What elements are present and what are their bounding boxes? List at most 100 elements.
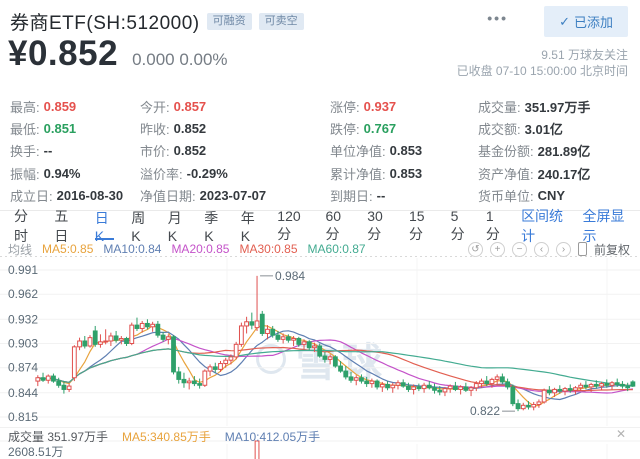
ma-legend-prefix: 均线 (8, 242, 33, 257)
stat-label: 单位净值: (330, 144, 386, 160)
svg-text:0.815: 0.815 (8, 410, 38, 424)
stat-label: 货币单位: (478, 189, 534, 205)
close-volume-pane-icon[interactable]: ✕ (615, 427, 626, 441)
stat-label: 换手: (10, 144, 40, 160)
stat-cell: 今开: 0.857 (140, 95, 330, 117)
stat-label: 基金份额: (478, 144, 534, 160)
title-row: 券商ETF(SH:512000) 可融资 可卖空 (10, 8, 304, 35)
stat-cell: 成交额: 3.01亿 (478, 117, 632, 139)
screenshot-icon[interactable] (577, 242, 587, 256)
tab-30分[interactable]: 30分 (367, 207, 383, 242)
stat-cell: 到期日: -- (330, 185, 478, 207)
volume-ma5-label: MA5:340.85万手 (122, 429, 211, 444)
current-price: ¥0.852 (8, 34, 119, 73)
svg-text:0.962: 0.962 (8, 287, 38, 301)
stat-cell: 溢价率: -0.29% (140, 162, 330, 184)
tab-5分[interactable]: 5分 (450, 207, 465, 242)
pan-left-icon[interactable]: ‹ (533, 241, 549, 257)
tab-分时[interactable]: 分时 (14, 207, 28, 244)
stat-cell: 最低: 0.851 (10, 117, 140, 139)
stat-cell: 净值日期: 2023-07-07 (140, 185, 330, 207)
stat-value: -0.29% (186, 165, 228, 181)
ma-legend-item: MA60:0.87 (307, 242, 366, 256)
stat-cell: 成交量: 351.97万手 (478, 95, 632, 117)
stat-label: 资产净值: (478, 166, 534, 182)
tab-1分[interactable]: 1分 (485, 207, 500, 242)
more-menu-icon[interactable]: ••• (487, 10, 508, 26)
stat-cell: 市价: 0.852 (140, 140, 330, 162)
stat-value: 0.857 (173, 98, 207, 114)
svg-text:0.844: 0.844 (8, 386, 38, 400)
check-icon: ✓ (559, 13, 570, 29)
tab-60分[interactable]: 60分 (325, 207, 342, 242)
stat-value: 351.97万手 (524, 99, 591, 115)
stat-cell: 单位净值: 0.853 (330, 140, 478, 162)
stat-value: 0.853 (389, 165, 423, 181)
adjust-mode-toggle[interactable]: 前复权 (593, 242, 630, 257)
stat-cell: 昨收: 0.852 (140, 117, 330, 139)
stat-label: 涨停: (330, 99, 360, 115)
svg-text:2608.51万: 2608.51万 (8, 445, 63, 459)
stat-label: 今开: (140, 99, 170, 115)
stat-value: 3.01亿 (524, 122, 563, 138)
pan-right-icon[interactable]: › (555, 241, 571, 257)
market-status: 已收盘 07-10 15:00:00 北京时间 (456, 64, 628, 78)
volume-legend-row: 成交量 351.97万手 MA5:340.85万手 MA10:412.05万手 (0, 427, 640, 444)
stat-label: 市价: (140, 144, 170, 160)
volume-label: 成交量 351.97万手 (8, 429, 109, 444)
link-区间统计[interactable]: 区间统计 (521, 207, 564, 244)
tab-季K[interactable]: 季K (204, 209, 219, 244)
svg-text:0.874: 0.874 (8, 361, 38, 375)
candlestick-svg: 0.991 0.962 0.932 0.903 0.874 0.844 0.815 2608.… (0, 256, 640, 459)
stat-value: -- (43, 143, 53, 159)
svg-text:0.984: 0.984 (275, 269, 305, 283)
tab-links: 区间统计 全屏显示 (521, 208, 640, 244)
zoom-in-icon[interactable]: + (489, 241, 505, 257)
stat-value: 0.852 (173, 143, 207, 159)
short-badge: 可卖空 (258, 13, 304, 30)
svg-text:0.991: 0.991 (8, 263, 38, 277)
stat-cell: 跌停: 0.767 (330, 117, 478, 139)
stat-label: 最高: (10, 99, 40, 115)
stat-value: 240.17亿 (537, 166, 591, 182)
stat-label: 最低: (10, 122, 40, 138)
tab-年K[interactable]: 年K (240, 209, 255, 244)
tab-15分[interactable]: 15分 (408, 207, 425, 242)
svg-text:0.903: 0.903 (8, 337, 38, 351)
stat-cell: 基金份额: 281.89亿 (478, 140, 632, 162)
stat-value: 0.767 (363, 121, 397, 137)
svg-text:0.932: 0.932 (8, 312, 38, 326)
margin-badge: 可融资 (206, 13, 252, 30)
stat-label: 成交量: (478, 99, 521, 115)
tab-五日[interactable]: 五日 (54, 207, 69, 244)
added-button[interactable]: ✓ 已添加 (544, 6, 628, 37)
stat-label: 成交额: (478, 122, 521, 138)
tab-月K[interactable]: 月K (167, 209, 182, 244)
ma-legend-item: MA10:0.84 (103, 242, 162, 256)
ma-legend-items: MA5:0.85 MA10:0.84 MA20:0.85 MA30:0.85 MA60:… (42, 242, 366, 256)
period-tab-bar: 分时 五日 日K 周K 月K 季K 年K 120分 60分 30分 15分 5分 1分 区间统计 全屏显示 (0, 207, 640, 244)
stat-value: 2023-07-07 (199, 188, 267, 204)
link-全屏显示[interactable]: 全屏显示 (582, 207, 625, 244)
stat-cell: 资产净值: 240.17亿 (478, 162, 632, 184)
tab-120分[interactable]: 120分 (277, 207, 301, 242)
zoom-out-icon[interactable]: − (511, 241, 527, 257)
stat-label: 到期日: (330, 189, 373, 205)
stat-cell: 货币单位: CNY (478, 185, 632, 207)
ma-legend-item: MA5:0.85 (42, 242, 94, 256)
volume-ma10-label: MA10:412.05万手 (224, 429, 321, 444)
stat-label: 累计净值: (330, 166, 386, 182)
stat-cell: 累计净值: 0.853 (330, 162, 478, 184)
stat-value: 0.94% (43, 165, 81, 181)
stat-value: 0.859 (43, 98, 77, 114)
stat-value: 0.852 (173, 121, 207, 137)
stat-value: 0.851 (43, 121, 77, 137)
kline-chart[interactable]: 雪球 0.991 0.962 0.932 0.903 0.874 0.844 0.815 26… (0, 256, 640, 459)
tab-周K[interactable]: 周K (131, 209, 146, 244)
tab-日K[interactable]: 日K (94, 210, 115, 244)
stats-grid: 最高: 0.859 今开: 0.857 涨停: 0.937 成交量: 351.97万手 最低: 0… (10, 95, 632, 207)
stat-cell: 涨停: 0.937 (330, 95, 478, 117)
stat-value: 0.853 (389, 143, 423, 159)
reset-zoom-icon[interactable]: ↺ (467, 241, 483, 257)
